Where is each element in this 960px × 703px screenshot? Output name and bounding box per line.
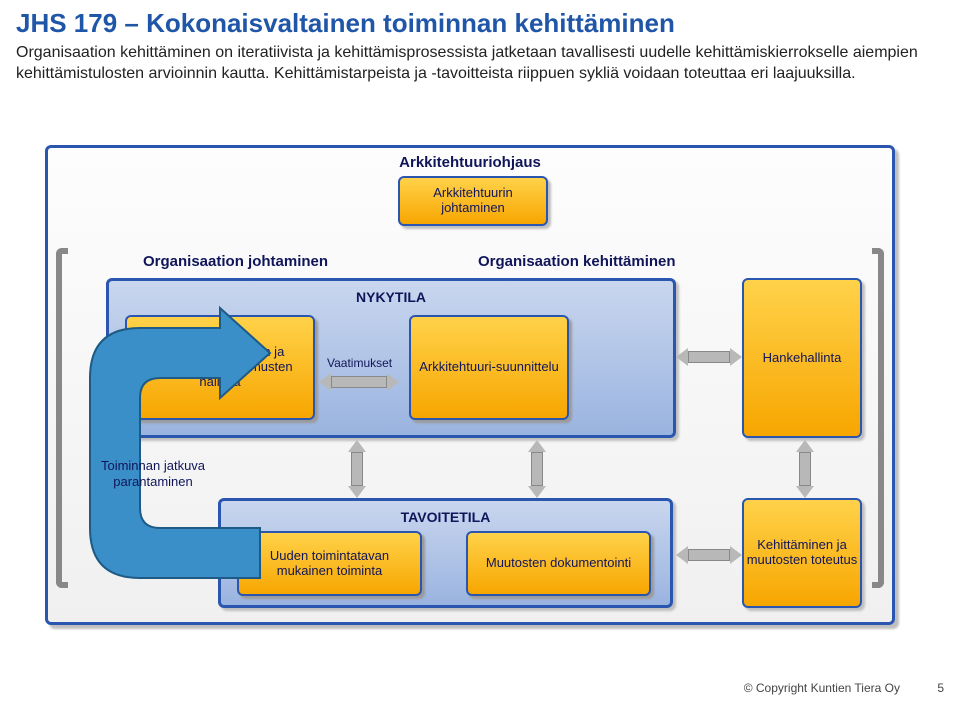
- outer-frame: Arkkitehtuuriohjaus Arkkitehtuurin johta…: [45, 145, 895, 625]
- connector-v3: [796, 440, 814, 498]
- connector-v2: [528, 440, 546, 498]
- kehittaminen-box: Kehittäminen ja muutosten toteutus: [742, 498, 862, 608]
- loop-label: Toiminnan jatkuva parantaminen: [93, 458, 213, 489]
- footer-copyright: © Copyright Kuntien Tiera Oy: [744, 681, 900, 695]
- section-left-label: Organisaation johtaminen: [143, 253, 328, 270]
- bracket-right: [872, 248, 884, 588]
- diagram-area: Arkkitehtuuriohjaus Arkkitehtuurin johta…: [45, 145, 915, 645]
- hankehallinta-box: Hankehallinta: [742, 278, 862, 438]
- page-subtitle: Organisaation kehittäminen on iteratiivi…: [0, 43, 960, 93]
- connector-h1: [676, 348, 742, 366]
- frame-top-label: Arkkitehtuuriohjaus: [48, 154, 892, 171]
- section-right-label: Organisaation kehittäminen: [478, 253, 676, 270]
- connector-nykytila-mid: [319, 373, 399, 391]
- page-title: JHS 179 – Kokonaisvaltainen toiminnan ke…: [0, 0, 960, 43]
- footer: © Copyright Kuntien Tiera Oy 5: [744, 681, 944, 695]
- footer-page-number: 5: [937, 681, 944, 695]
- connector-v1: [348, 440, 366, 498]
- tavoitetila-box-2: Muutosten dokumentointi: [466, 531, 651, 596]
- nykytila-box-2: Arkkitehtuuri-suunnittelu: [409, 315, 569, 420]
- loop-arrow-icon: [70, 288, 290, 623]
- top-box: Arkkitehtuurin johtaminen: [398, 176, 548, 226]
- bracket-left: [56, 248, 68, 588]
- connector-h2: [676, 546, 742, 564]
- vaatimukset-label: Vaatimukset: [327, 356, 392, 370]
